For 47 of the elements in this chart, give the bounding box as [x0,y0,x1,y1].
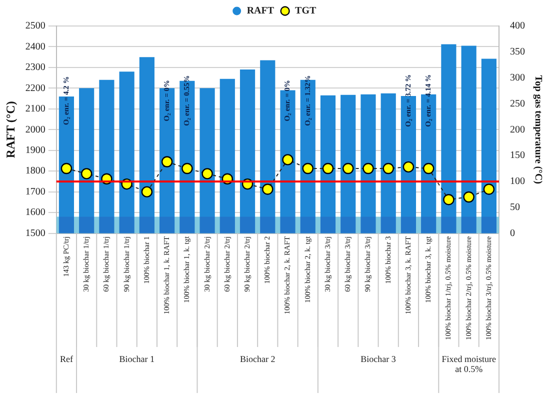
y-tick-label: 2500 [25,20,46,32]
text: Ref [60,354,73,364]
point [282,154,294,166]
y2-tick-label: 50 [510,202,520,213]
point [141,186,153,198]
point [182,162,193,174]
point [202,168,213,180]
point [161,156,173,168]
point [80,168,92,180]
text: Biochar 1 [119,354,154,364]
y-tick-label: 2300 [25,62,46,74]
point [342,162,354,174]
text: Fixed moisture at 0.5% [442,354,496,374]
y2-tick-label: 300 [510,72,525,84]
point [302,162,314,174]
y2-tick-label: 0 [510,228,515,239]
legend-label: TGT [295,6,316,17]
y2-tick-label: 250 [510,98,525,110]
y2-tick-label: 200 [510,124,525,136]
y2-axis-title: Top gas temperature (°C) [532,75,544,184]
y2-tick-label: 150 [510,150,525,162]
point [402,161,414,173]
y2-tick-label: 100 [510,176,525,188]
y2-tick-label: 400 [510,20,525,32]
point [483,184,495,195]
y-tick-label: 1700 [25,186,46,198]
y-axis-title: RAFT (°C) [3,101,18,158]
point [463,191,474,203]
legend-label: RAFT [246,6,274,17]
text: Biochar 3 [360,354,396,364]
y-tick-label: 2400 [25,41,46,52]
point [422,162,434,174]
point [443,194,454,206]
y-tick-label: 1600 [25,207,46,218]
y-tick-label: 2000 [25,124,46,136]
y-tick-label: 2100 [25,104,46,115]
y-tick-label: 2200 [25,82,46,94]
point [382,162,394,174]
y-tick-label: 1800 [25,166,46,177]
y-tick-label: 1500 [25,228,46,239]
point [322,162,334,174]
text: Biochar 2 [240,354,276,364]
point [60,162,72,174]
y2-tick-label: 350 [510,46,525,58]
point [262,184,274,195]
y-tick-label: 1900 [25,144,46,156]
point [362,162,374,174]
